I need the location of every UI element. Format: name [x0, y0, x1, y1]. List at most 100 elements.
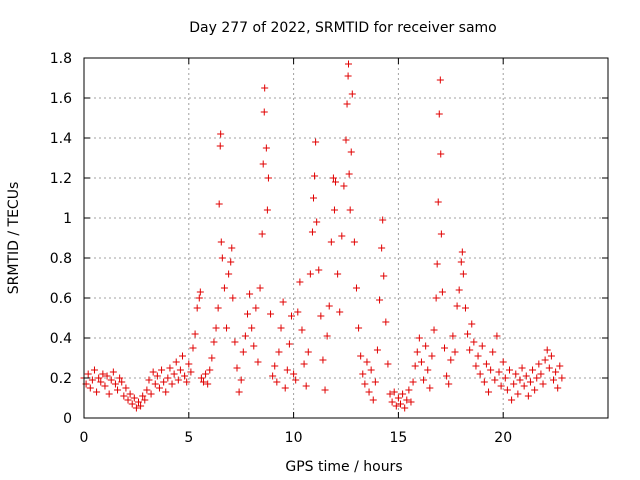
- data-point: [93, 388, 101, 396]
- x-axis-label: GPS time / hours: [285, 459, 402, 475]
- data-point: [495, 368, 503, 376]
- data-point: [433, 260, 441, 268]
- data-point: [497, 382, 505, 390]
- data-point: [499, 358, 507, 366]
- data-point: [342, 136, 350, 144]
- data-point: [215, 200, 223, 208]
- data-point: [355, 324, 363, 332]
- data-point: [365, 388, 373, 396]
- data-point: [250, 342, 258, 350]
- data-point: [520, 382, 528, 390]
- data-point: [482, 360, 490, 368]
- data-point: [204, 380, 212, 388]
- data-point: [296, 278, 304, 286]
- data-point: [386, 390, 394, 398]
- data-point: [367, 366, 375, 374]
- data-point: [512, 370, 520, 378]
- data-point: [179, 352, 187, 360]
- data-point: [269, 372, 277, 380]
- data-point: [369, 396, 377, 404]
- data-point: [435, 110, 443, 118]
- data-point: [382, 318, 390, 326]
- data-point: [218, 254, 226, 262]
- data-point: [235, 388, 243, 396]
- y-tick-label: 0.8: [50, 251, 72, 267]
- data-point: [344, 72, 352, 80]
- data-point: [285, 340, 293, 348]
- axis-ticks: [83, 57, 608, 419]
- data-point: [524, 392, 532, 400]
- data-point: [363, 358, 371, 366]
- data-point: [474, 352, 482, 360]
- data-point: [183, 378, 191, 386]
- data-point: [432, 294, 440, 302]
- data-point: [554, 384, 562, 392]
- x-tick-labels: 0 5 10 15 20: [80, 430, 513, 446]
- data-point: [143, 386, 151, 394]
- data-point: [197, 374, 205, 382]
- x-tick-label: 10: [285, 430, 303, 446]
- data-point: [359, 370, 367, 378]
- data-point: [390, 388, 398, 396]
- data-point: [311, 172, 319, 180]
- data-point: [447, 356, 455, 364]
- data-point: [458, 248, 466, 256]
- data-point: [237, 376, 245, 384]
- data-point: [86, 384, 94, 392]
- data-point: [321, 386, 329, 394]
- data-point: [260, 108, 268, 116]
- data-point: [120, 392, 128, 400]
- data-point: [147, 390, 155, 398]
- data-point: [290, 370, 298, 378]
- data-point: [329, 174, 337, 182]
- data-point: [90, 366, 98, 374]
- data-point: [493, 332, 501, 340]
- y-tick-label: 1.2: [50, 171, 72, 187]
- data-point: [348, 90, 356, 98]
- data-point: [411, 362, 419, 370]
- data-point: [277, 324, 285, 332]
- data-point: [376, 296, 384, 304]
- data-point: [126, 390, 134, 398]
- data-point: [210, 338, 218, 346]
- data-point: [199, 378, 207, 386]
- data-point: [246, 290, 254, 298]
- data-point: [420, 376, 428, 384]
- data-point: [288, 312, 296, 320]
- data-point: [413, 348, 421, 356]
- data-point: [537, 370, 545, 378]
- data-point: [281, 384, 289, 392]
- data-point: [535, 360, 543, 368]
- data-point: [319, 356, 327, 364]
- data-point: [422, 342, 430, 350]
- data-point: [503, 386, 511, 394]
- data-point: [443, 372, 451, 380]
- data-point: [310, 194, 318, 202]
- data-point: [489, 348, 497, 356]
- data-point: [130, 394, 138, 402]
- data-point: [478, 342, 486, 350]
- y-tick-label: 1.4: [50, 131, 72, 147]
- data-point: [84, 370, 92, 378]
- data-point: [187, 368, 195, 376]
- data-point: [306, 270, 314, 278]
- data-point: [453, 302, 461, 310]
- data-point: [428, 352, 436, 360]
- grid-lines: [84, 58, 608, 418]
- data-point: [196, 288, 204, 296]
- data-point: [533, 374, 541, 382]
- data-point: [541, 356, 549, 364]
- data-point: [312, 138, 320, 146]
- data-point: [258, 230, 266, 238]
- x-tick-label: 20: [494, 430, 512, 446]
- data-points: [80, 60, 566, 412]
- data-point: [485, 388, 493, 396]
- data-point: [409, 378, 417, 386]
- data-point: [547, 352, 555, 360]
- data-point: [461, 304, 469, 312]
- data-point: [212, 324, 220, 332]
- data-point: [505, 366, 513, 374]
- data-point: [436, 76, 444, 84]
- data-point: [325, 302, 333, 310]
- data-point: [459, 270, 467, 278]
